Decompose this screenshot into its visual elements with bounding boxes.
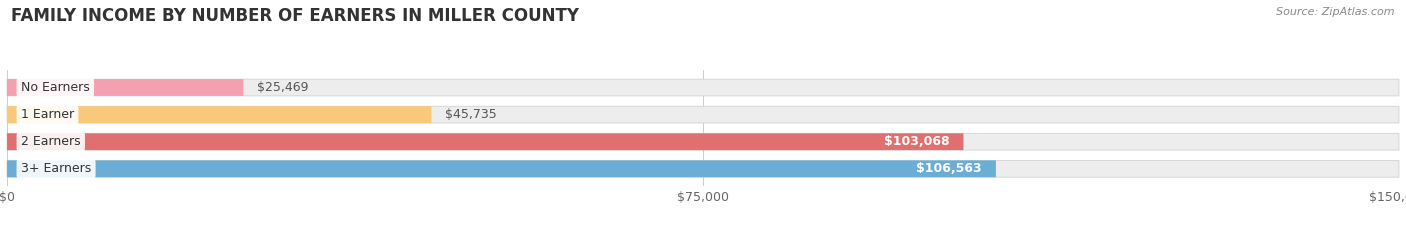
Text: $45,735: $45,735 bbox=[446, 108, 498, 121]
FancyBboxPatch shape bbox=[7, 133, 963, 150]
Text: Source: ZipAtlas.com: Source: ZipAtlas.com bbox=[1277, 7, 1395, 17]
FancyBboxPatch shape bbox=[7, 106, 432, 123]
Text: $106,563: $106,563 bbox=[917, 162, 981, 175]
Text: 3+ Earners: 3+ Earners bbox=[21, 162, 91, 175]
Text: 1 Earner: 1 Earner bbox=[21, 108, 75, 121]
Text: 2 Earners: 2 Earners bbox=[21, 135, 80, 148]
Text: $103,068: $103,068 bbox=[884, 135, 949, 148]
FancyBboxPatch shape bbox=[7, 106, 1399, 123]
FancyBboxPatch shape bbox=[7, 79, 1399, 96]
FancyBboxPatch shape bbox=[7, 79, 243, 96]
Text: $25,469: $25,469 bbox=[257, 81, 309, 94]
FancyBboxPatch shape bbox=[7, 133, 1399, 150]
Text: FAMILY INCOME BY NUMBER OF EARNERS IN MILLER COUNTY: FAMILY INCOME BY NUMBER OF EARNERS IN MI… bbox=[11, 7, 579, 25]
FancyBboxPatch shape bbox=[7, 160, 995, 177]
Text: No Earners: No Earners bbox=[21, 81, 90, 94]
FancyBboxPatch shape bbox=[7, 160, 1399, 177]
